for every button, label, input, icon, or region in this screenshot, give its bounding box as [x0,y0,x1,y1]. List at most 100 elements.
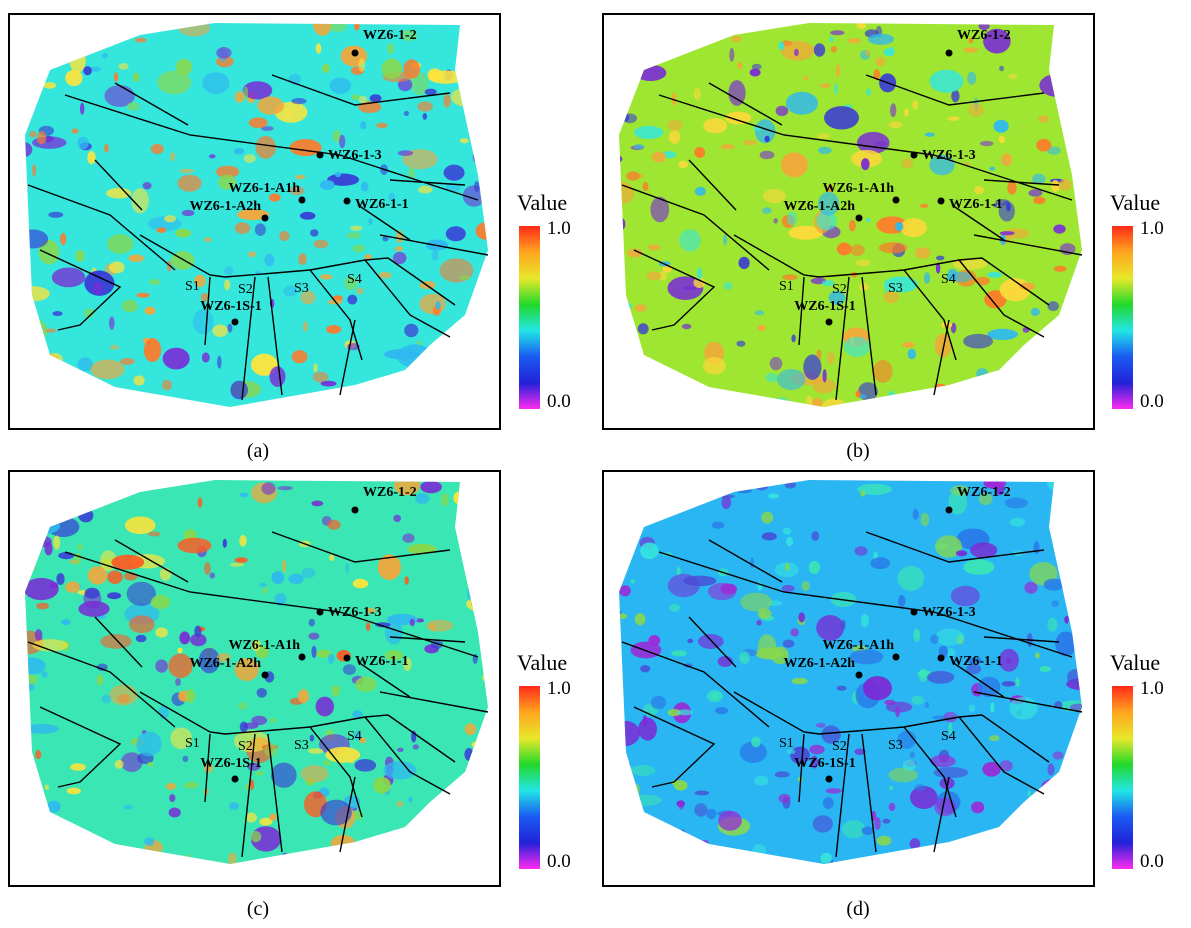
attribute-patch [803,354,822,380]
attribute-patch [966,657,982,664]
attribute-patch [822,369,827,383]
attribute-patch [693,277,706,289]
attribute-patch [835,64,840,78]
attribute-patch [888,767,918,783]
attribute-patch [279,230,290,242]
attribute-patch [936,255,945,261]
attribute-patch [404,576,409,585]
attribute-patch [969,704,976,713]
attribute-patch [34,629,43,641]
attribute-patch [434,382,465,402]
attribute-patch [71,128,79,134]
attribute-patch [963,333,994,349]
faults-b [621,74,1083,401]
attribute-patch [930,634,939,644]
attribute-patch [216,47,232,59]
attribute-patch [749,68,761,77]
attribute-patch [429,622,436,632]
attribute-patch [612,843,618,851]
attribute-patch [78,508,94,523]
attribute-patch [999,65,1004,72]
well-marker [945,49,953,57]
attribute-patch [270,762,297,788]
attribute-patch [177,537,212,554]
attribute-patch [320,799,352,826]
attribute-patch [476,756,488,768]
fault-line [94,159,143,211]
attribute-patch [935,628,965,646]
attribute-patch [1002,228,1030,239]
attribute-patch [56,573,65,585]
attribute-patch [634,613,646,626]
attribute-patch [233,148,245,155]
attribute-patch [935,262,941,274]
legend-title: Value [1110,190,1161,215]
attribute-patch [309,734,315,742]
attribute-patch [118,63,129,70]
attribute-patch [243,154,256,163]
attribute-patch [849,219,856,232]
segment-label: S3 [294,738,309,753]
well-marker [316,608,324,616]
attribute-patch [966,663,982,675]
attribute-patch [412,744,419,750]
attribute-map-c: WZ6-1-2 WZ6-1-3 WZ6-1-A1h WZ6-1-A2h WZ6-1-1 W… [25,480,489,864]
attribute-patch [245,812,257,823]
attribute-patch [706,808,717,820]
attribute-patch [227,323,233,333]
attribute-patch [101,694,111,704]
attribute-patch [909,751,915,759]
attribute-patch [80,102,85,115]
attribute-patch [177,647,183,654]
attribute-patch [471,598,484,609]
attribute-patch [986,386,1014,399]
fault-line [64,551,479,658]
fault-line [27,184,176,271]
attribute-patch [131,188,149,214]
attribute-patch [757,608,772,619]
color-legend-c: Value 1.0 0.0 [517,650,607,890]
attribute-patch [121,299,138,313]
attribute-patch [860,490,866,497]
attribute-patch [134,37,147,43]
attribute-patch [248,117,268,128]
attribute-patch [200,293,210,302]
attribute-patch [443,164,465,181]
attribute-patch [255,135,276,159]
well-marker [910,151,918,159]
segment-label: S2 [238,739,253,754]
attribute-patch [83,308,95,318]
attribute-patch [1047,763,1055,776]
attribute-patch [402,533,415,543]
attribute-patch [948,722,953,735]
attribute-patch [1070,751,1081,757]
attribute-patch [418,185,433,194]
attribute-patch [144,306,156,315]
attribute-patch [1047,338,1078,352]
attribute-patch [752,844,766,857]
attribute-patch [65,581,80,593]
attribute-patch [175,228,192,238]
attribute-patch [194,625,202,638]
attribute-patch [89,66,102,72]
attribute-patch [1001,681,1016,687]
attribute-patch [986,480,1002,488]
wells-c: WZ6-1-2 WZ6-1-3 WZ6-1-A1h WZ6-1-A2h WZ6-1-1 W… [189,485,417,783]
segment-labels-c: S1 S2 S3 S4 [185,729,362,754]
attribute-patch [1043,578,1065,591]
well-marker [945,506,953,514]
attribute-patch [902,341,915,348]
attribute-patch [782,274,798,281]
attribute-patch [929,69,964,93]
attribute-patch [111,554,145,570]
wells-b: WZ6-1-2 WZ6-1-3 WZ6-1-A1h WZ6-1-A2h WZ6-1-1 W… [783,28,1011,326]
attribute-patch [821,398,848,407]
attribute-patch [383,761,417,780]
attribute-patch [951,89,960,103]
attribute-patch [1033,541,1040,555]
attribute-patch [1039,666,1051,672]
attribute-patch [955,550,968,557]
attribute-patch [52,311,63,317]
attribute-patch [690,35,700,49]
attribute-patch [619,345,628,354]
